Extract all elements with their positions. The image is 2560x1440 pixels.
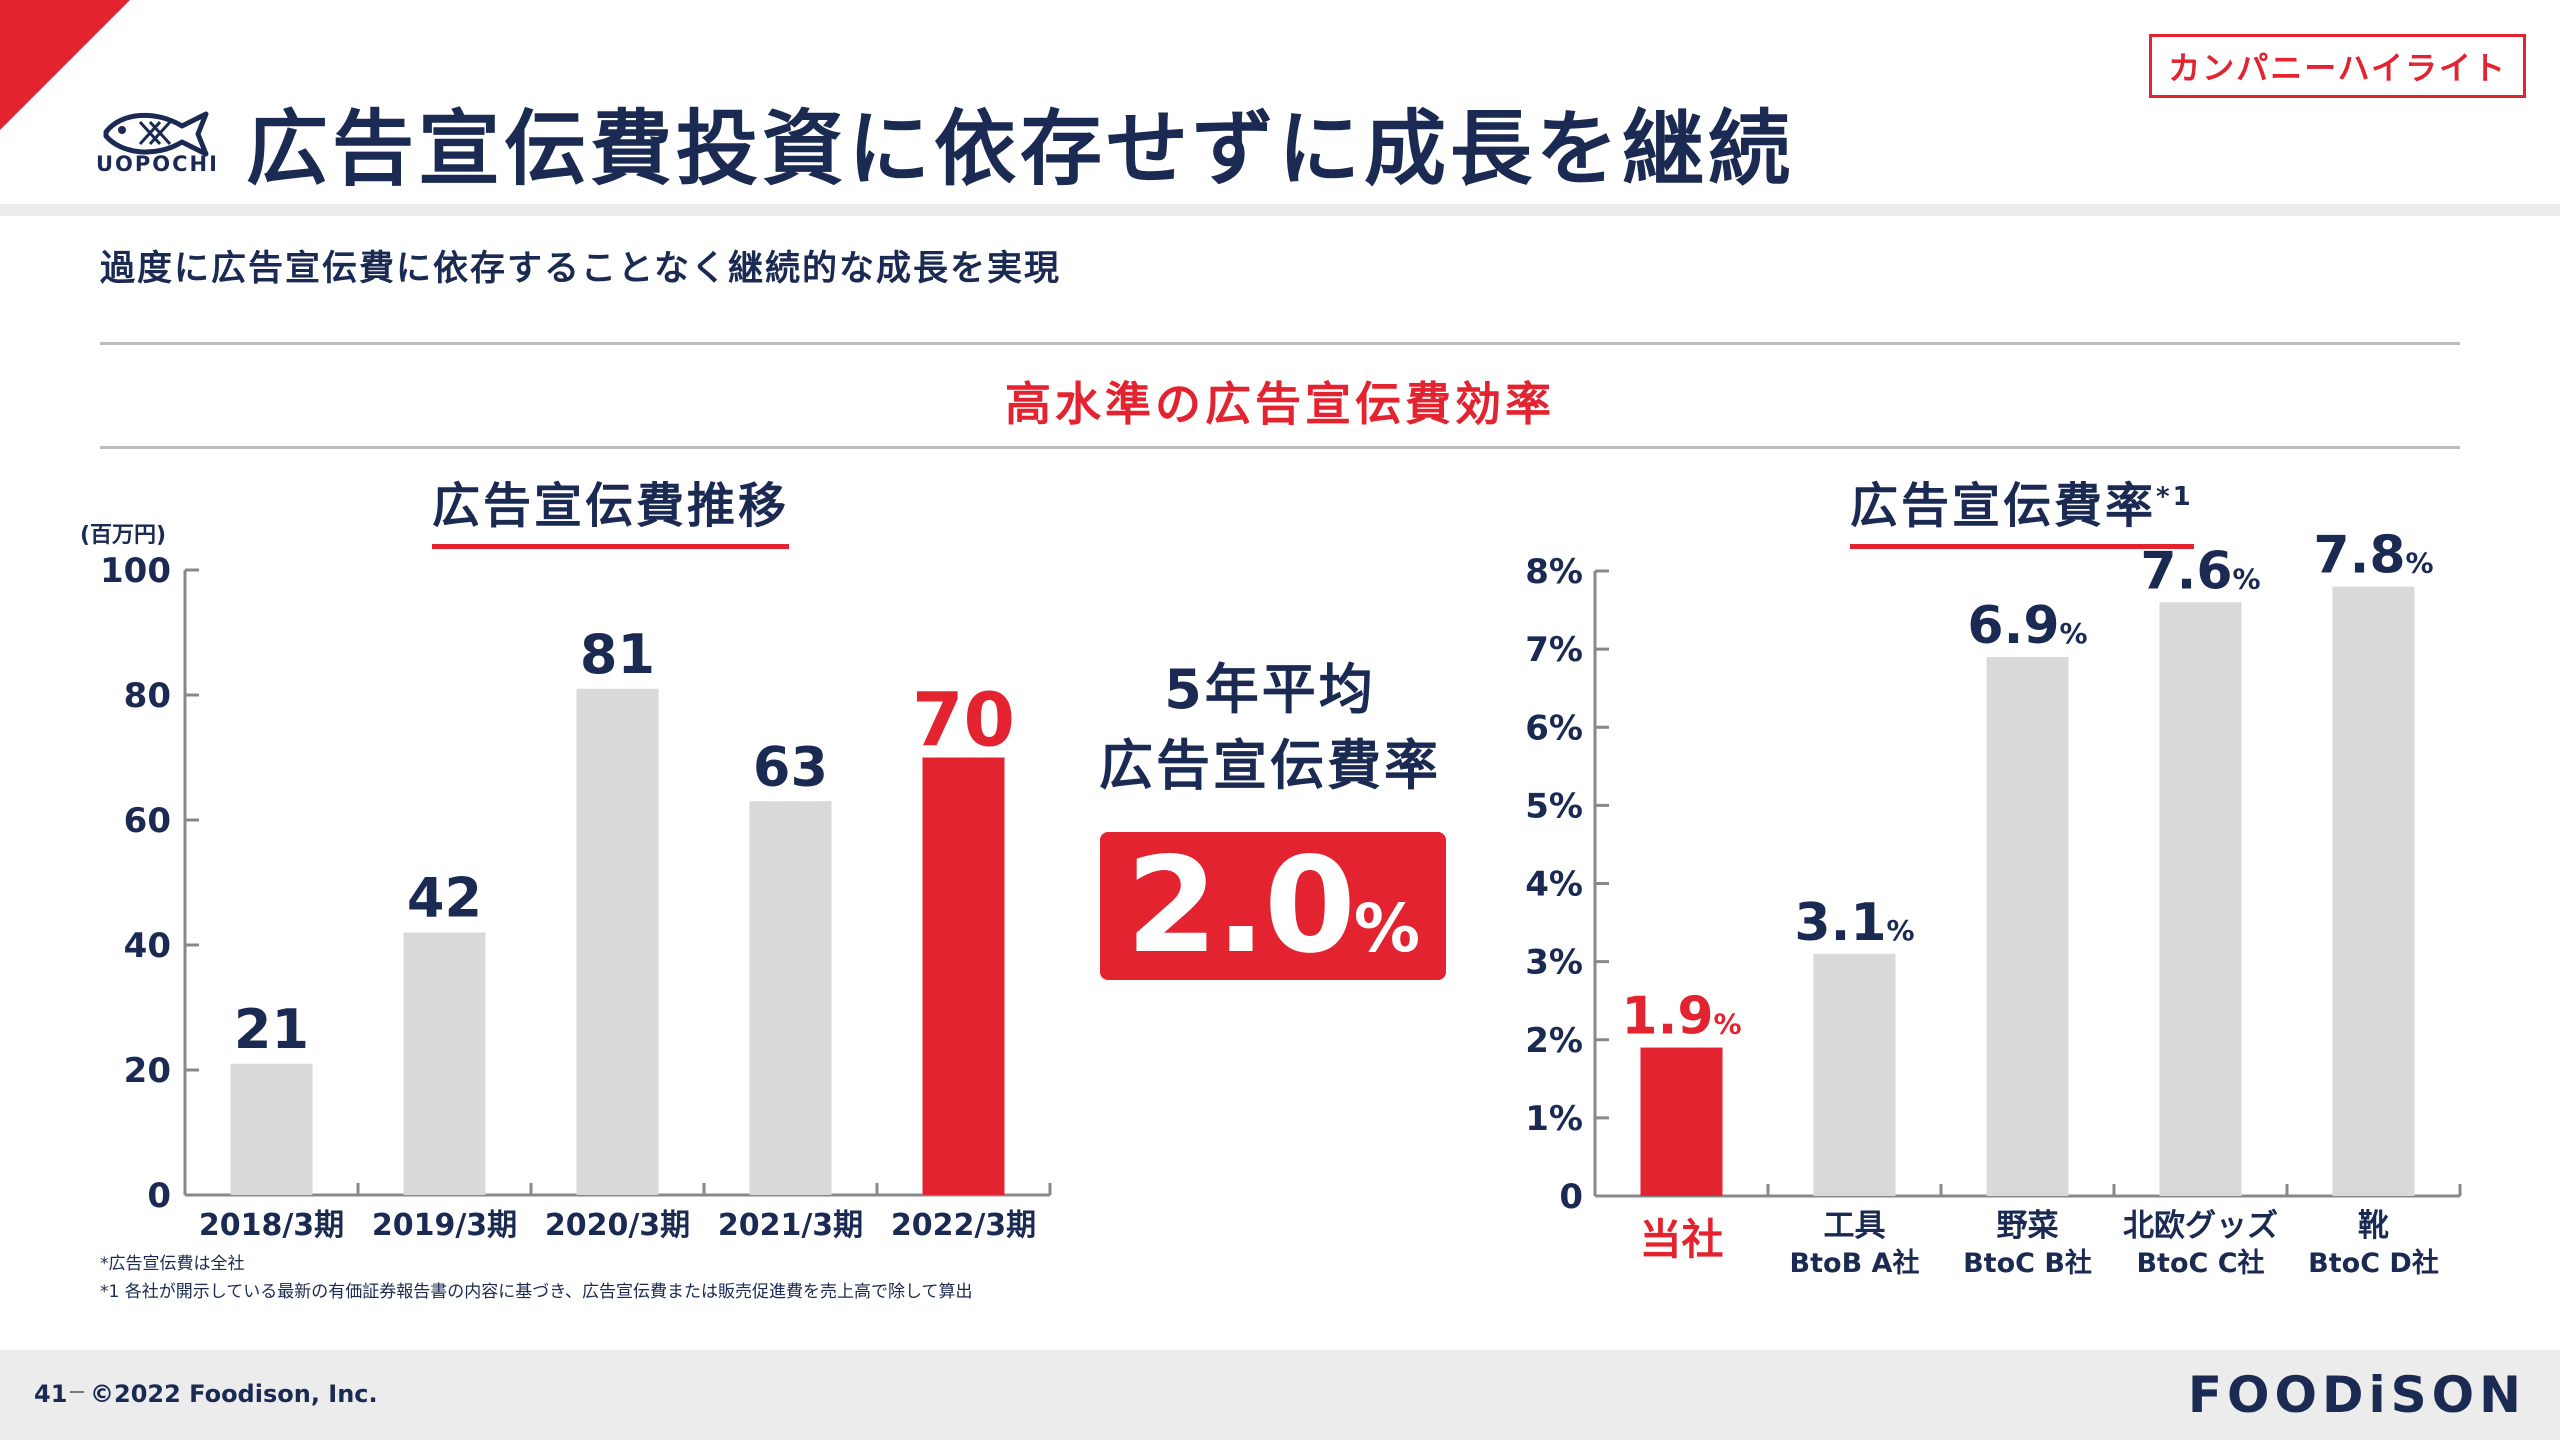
chart1-category-label: 2018/3期 — [199, 1208, 344, 1243]
chart2-category-label: 当社 — [1639, 1215, 1723, 1264]
footnote-2: *1 各社が開示している最新の有価証券報告書の内容に基づき、広告宣伝費または販売… — [100, 1282, 973, 1302]
chart1-y-tick-label: 40 — [124, 926, 171, 966]
chart2-title-footnote: *1 — [2156, 482, 2194, 512]
chart2-y-tick-label: 5% — [1525, 786, 1583, 826]
chart1-value-label: 81 — [580, 623, 655, 686]
chart2-category-sublabel: BtoC C社 — [2136, 1247, 2264, 1279]
chart2-y-tick-label: 4% — [1525, 865, 1583, 905]
logo-text: UOPOCHI — [96, 152, 219, 176]
chart2-y-tick-label: 0 — [1559, 1177, 1583, 1217]
page-title: 広告宣伝費投資に依存せずに成長を継続 — [246, 102, 1795, 197]
chart1-value-label: 21 — [234, 998, 309, 1061]
footer-separator — [70, 1391, 84, 1393]
corner-accent — [0, 0, 130, 130]
chart2-category-label: 北欧グッズ — [2123, 1208, 2278, 1244]
chart1-category-label: 2019/3期 — [372, 1208, 517, 1243]
chart2-value-label: 3.1% — [1794, 893, 1914, 953]
chart2-bar — [1986, 656, 2069, 1196]
chart1-bar — [576, 688, 659, 1195]
chart1-category-label: 2022/3期 — [891, 1208, 1036, 1243]
chart2-value-label: 1.9% — [1621, 987, 1741, 1047]
chart2-value-label: 7.6% — [2140, 541, 2260, 601]
footnote-1: *広告宣伝費は全社 — [100, 1254, 245, 1274]
chart1-bar — [230, 1063, 313, 1195]
average-label-line1: 5年平均 — [1164, 658, 1376, 721]
footnotes: *広告宣伝費は全社 *1 各社が開示している最新の有価証券報告書の内容に基づき、… — [100, 1250, 973, 1306]
chart1-unit-label: (百万円) — [80, 523, 166, 548]
average-label-line2: 広告宣伝費率 — [1099, 734, 1441, 797]
chart2-category-sublabel: BtoB A社 — [1790, 1247, 1920, 1279]
divider-top — [100, 342, 2460, 345]
copyright: ©2022 Foodison, Inc. — [90, 1380, 378, 1408]
chart1-y-tick-label: 80 — [124, 676, 171, 716]
chart2-category-label: 靴 — [2358, 1208, 2389, 1244]
chart1-bar — [749, 801, 832, 1195]
header-divider — [0, 204, 2560, 216]
chart2-title: 広告宣伝費率*1 — [1850, 466, 2194, 549]
chart2-title-text: 広告宣伝費率 — [1850, 478, 2157, 534]
chart2-value-label: 6.9% — [1967, 596, 2087, 656]
chart2-bar — [2332, 586, 2415, 1196]
page-subtitle: 過度に広告宣伝費に依存することなく継続的な成長を実現 — [100, 249, 1061, 289]
chart1-y-tick-label: 100 — [100, 551, 171, 591]
chart2-category-sublabel: BtoC B社 — [1963, 1247, 2092, 1279]
average-value: 2.0 — [1126, 829, 1356, 983]
chart2-bar — [2159, 602, 2242, 1196]
chart2-category-sublabel: BtoC D社 — [2308, 1247, 2439, 1279]
footer-bar — [0, 1350, 2560, 1440]
fish-logo-icon — [103, 111, 209, 157]
chart2-bar — [1813, 953, 1896, 1196]
section-title: 高水準の広告宣伝費効率 — [1005, 377, 1555, 431]
chart2-y-tick-label: 3% — [1525, 943, 1583, 983]
chart2-category-label: 工具 — [1824, 1208, 1886, 1244]
chart1-category-label: 2020/3期 — [545, 1208, 690, 1243]
chart2-value-label: 7.8% — [2313, 526, 2433, 586]
chart2-y-tick-label: 2% — [1525, 1021, 1583, 1061]
brand-logo: FOODiSON — [2187, 1366, 2526, 1424]
section-badge: カンパニーハイライト — [2149, 34, 2526, 98]
chart1-y-tick-label: 20 — [124, 1051, 171, 1091]
chart1-category-label: 2021/3期 — [718, 1208, 863, 1243]
divider-bottom — [100, 446, 2460, 449]
chart1-bar — [922, 757, 1005, 1195]
chart2-y-tick-label: 8% — [1525, 552, 1583, 592]
average-unit: % — [1353, 890, 1420, 967]
chart1-value-label: 42 — [407, 867, 482, 930]
page-number: 41 — [34, 1380, 68, 1408]
chart2-category-label: 野菜 — [1997, 1208, 2059, 1244]
chart1-value-label: 63 — [753, 735, 828, 798]
chart2-y-tick-label: 6% — [1525, 708, 1583, 748]
chart2-y-tick-label: 1% — [1525, 1099, 1583, 1139]
chart2-bar — [1640, 1047, 1723, 1196]
chart1-bar — [403, 932, 486, 1195]
chart1-title: 広告宣伝費推移 — [432, 466, 790, 549]
average-label: 5年平均 広告宣伝費率 — [1080, 652, 1460, 804]
chart1-value-label: 70 — [912, 678, 1015, 764]
ad-spend-bar-chart: (百万円) 0 20 40 60 80 100 21 2018/3期 42 2019/3期 81 202… — [80, 523, 1052, 1243]
chart1-y-tick-label: 0 — [147, 1176, 171, 1216]
average-value-box: 2.0% — [1100, 832, 1446, 980]
chart1-y-tick-label: 60 — [124, 801, 171, 841]
chart2-y-tick-label: 7% — [1525, 630, 1583, 670]
